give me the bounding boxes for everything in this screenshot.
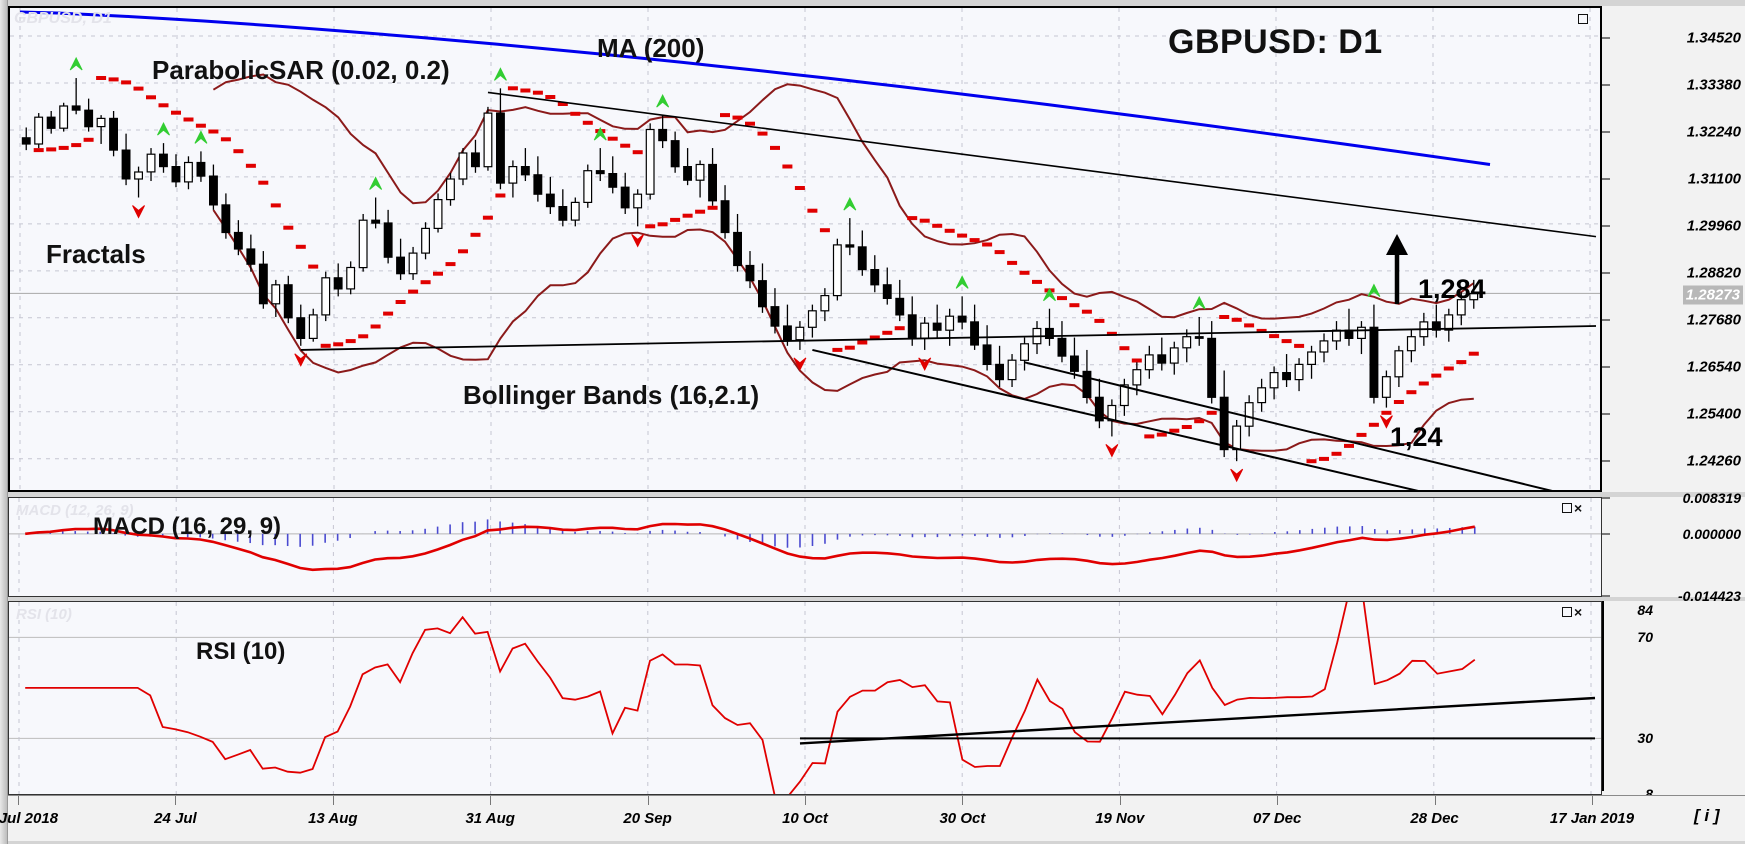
rsi-pane: [8, 601, 1602, 795]
price-axis-label: 1.28820: [1686, 264, 1741, 282]
symbol-title: GBPUSD: D1: [1168, 23, 1383, 61]
fractals-label: Fractals: [46, 239, 146, 269]
price-axis-label: 1.26540: [1686, 358, 1741, 376]
price-axis-label: 1.33380: [1686, 76, 1741, 94]
price-axis-label: 1.32240: [1686, 123, 1741, 141]
axis-tick-mark: [1602, 37, 1610, 39]
axis-tick-mark: [1602, 272, 1610, 274]
time-axis[interactable]: 04 Jul 2018 24 Jul 13 Aug 31 Aug 20 Sep 10 Oc…: [0, 795, 1745, 841]
rsi-axis-label: 30: [1637, 730, 1653, 747]
time-axis-label: 19 Nov: [1095, 810, 1145, 827]
ma-label: MA (200): [597, 33, 705, 63]
axis-tick-mark: [1602, 595, 1610, 597]
macd-axis-scale[interactable]: 0.008319 0.000000 -0.014423: [1602, 490, 1745, 604]
time-axis-label: 13 Aug: [308, 810, 358, 827]
rsi-label: RSI (10): [196, 638, 286, 665]
price-axis-label: 1.25400: [1686, 405, 1741, 423]
time-axis-label: 30 Oct: [939, 810, 986, 827]
time-axis-label: 24 Jul: [154, 810, 197, 827]
current-price-badge: 1.28273: [1682, 285, 1743, 305]
axis-tick-mark: [1602, 533, 1610, 535]
axis-tick-mark: [1602, 497, 1610, 499]
macd-axis-label: 0.008319: [1682, 490, 1741, 506]
macd-axis-label: -0.014423: [1677, 588, 1741, 604]
macd-chart-canvas: [9, 498, 1601, 596]
macd-watermark: MACD (12, 26, 9): [16, 502, 134, 519]
minimize-icon[interactable]: [1562, 502, 1572, 513]
info-button[interactable]: [ i ]: [1694, 806, 1720, 825]
price-pane: [8, 6, 1602, 492]
rsi-axis-line: [1602, 601, 1604, 791]
time-axis-tick-mark: [647, 796, 649, 805]
rsi-watermark: RSI (10): [16, 606, 72, 623]
rsi-axis-label: 8: [1645, 786, 1653, 802]
time-axis-label: 10 Oct: [782, 810, 828, 827]
macd-label: MACD (16, 29, 9): [93, 513, 282, 540]
price-axis-label: 1.27680: [1686, 311, 1741, 329]
time-axis-tick-mark: [1277, 796, 1279, 805]
macd-axis-label: 0.000000: [1682, 525, 1741, 542]
rsi-chart-canvas: [9, 602, 1601, 794]
time-axis-tick-mark: [1592, 796, 1593, 805]
minimize-icon[interactable]: [1562, 606, 1572, 617]
time-axis-label: 07 Dec: [1253, 810, 1302, 827]
axis-tick-mark: [1602, 84, 1610, 86]
macd-pane: [8, 497, 1602, 597]
time-axis-tick-mark: [1434, 796, 1436, 805]
time-axis-tick-mark: [332, 796, 334, 805]
parabolic-sar-label: ParabolicSAR (0.02, 0.2): [152, 55, 450, 85]
axis-tick-mark: [1602, 225, 1610, 227]
price-axis-label: 1.29960: [1686, 217, 1741, 235]
time-axis-tick-mark: [1119, 796, 1121, 805]
time-axis-label: 28 Dec: [1410, 810, 1459, 827]
price-pane-minimize-button[interactable]: [1578, 11, 1588, 24]
macd-pane-buttons[interactable]: ×: [1562, 500, 1583, 515]
time-axis-label: 20 Sep: [623, 810, 672, 827]
price-pane-watermark: GBPUSD, D1: [14, 10, 112, 27]
price-axis-label: 1.31100: [1687, 170, 1741, 188]
price-axis-scale[interactable]: 1.34520 1.33380 1.32240 1.31100 1.29960 1.288…: [1602, 6, 1745, 492]
rsi-axis-scale[interactable]: 84 70 30 8: [1602, 601, 1745, 802]
axis-tick-mark: [1602, 460, 1610, 462]
axis-tick-mark: [1602, 131, 1610, 133]
time-axis-tick-mark: [805, 796, 806, 805]
price-axis-label: 1.34520: [1686, 29, 1741, 47]
axis-tick-mark: [1602, 413, 1610, 415]
window-left-edge: [0, 0, 8, 844]
time-axis-label: 17 Jan 2019: [1549, 810, 1635, 827]
bollinger-bands-label: Bollinger Bands (16,2.1): [463, 380, 760, 410]
time-axis-tick-mark: [490, 796, 492, 805]
axis-tick-mark: [1602, 178, 1610, 180]
rsi-axis-label: 70: [1637, 629, 1653, 646]
resistance-price-label: 1,284: [1418, 274, 1486, 304]
time-axis-tick-mark: [962, 796, 964, 805]
close-icon[interactable]: ×: [1574, 499, 1584, 516]
time-axis-tick-mark: [175, 796, 177, 805]
axis-tick-mark: [1602, 319, 1610, 321]
price-chart-canvas: [10, 8, 1600, 490]
price-axis-label: 1.24260: [1686, 452, 1741, 470]
minimize-icon: [1578, 13, 1588, 24]
axis-tick-mark: [1602, 366, 1610, 368]
time-axis-label: 04 Jul 2018: [0, 810, 59, 827]
time-axis-label: 31 Aug: [465, 810, 515, 827]
rsi-axis-label: 84: [1637, 602, 1653, 618]
time-axis-tick-mark: [18, 796, 19, 805]
rsi-pane-buttons[interactable]: ×: [1562, 604, 1583, 619]
close-icon[interactable]: ×: [1574, 603, 1584, 620]
support-price-label: 1,24: [1390, 422, 1443, 452]
